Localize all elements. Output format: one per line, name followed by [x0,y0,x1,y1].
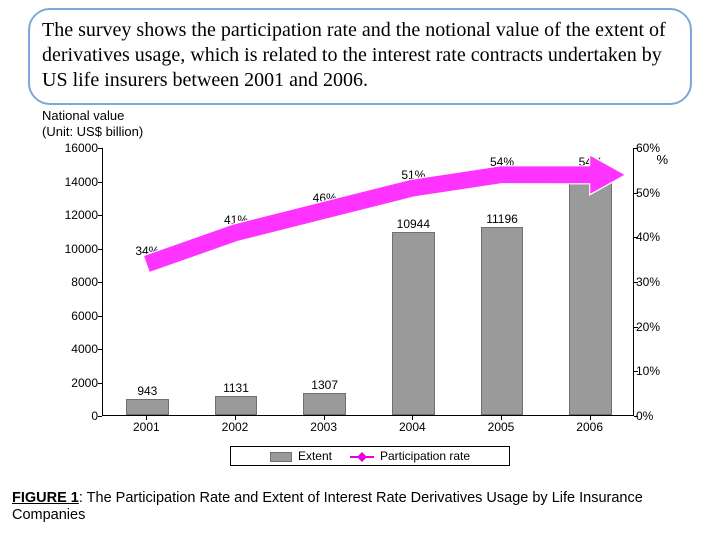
x-tick [324,416,325,420]
y2-tick-label: 50% [636,186,672,200]
legend-label-extent: Extent [298,449,332,463]
x-tick-label: 2001 [133,420,160,434]
x-tick-label: 2006 [576,420,603,434]
bar-value-label: 943 [137,384,157,398]
y-tick [98,148,102,149]
bar [303,393,346,415]
legend-swatch-extent [270,452,292,462]
y-tick-label: 8000 [60,275,98,289]
y2-tick [634,148,638,149]
y-tick [98,316,102,317]
bar [569,179,612,415]
y2-tick-label: 10% [636,364,672,378]
bar [215,396,258,415]
y-tick-label: 0 [60,409,98,423]
legend-marker-rate [350,456,374,458]
line-value-label: 51% [401,168,425,182]
figure-caption: FIGURE 1: The Participation Rate and Ext… [12,490,712,525]
y-tick [98,349,102,350]
x-tick-label: 2003 [310,420,337,434]
y-tick-label: 4000 [60,342,98,356]
bar [392,232,435,415]
line-value-label: 54% [490,155,514,169]
y-tick [98,182,102,183]
y2-tick [634,282,638,283]
x-tick-label: 2002 [222,420,249,434]
y2-tick [634,237,638,238]
legend-label-rate: Participation rate [380,449,470,463]
y-tick [98,282,102,283]
y-tick [98,383,102,384]
bar-value-label: 10944 [397,217,430,231]
x-tick [501,416,502,420]
bar [126,399,169,415]
line-value-label: 34% [135,244,159,258]
y2-tick-label: 30% [636,275,672,289]
callout-box: The survey shows the participation rate … [28,8,692,105]
legend-item-rate: Participation rate [350,449,470,463]
y-tick-label: 10000 [60,242,98,256]
bar-value-label: 11196 [486,212,518,226]
y-tick [98,249,102,250]
bar-value-label: 1131 [223,381,249,395]
x-tick [590,416,591,420]
x-tick-label: 2004 [399,420,426,434]
plot-area: 94334%113141%130746%1094451%1119654%1407… [102,148,634,416]
chart-container: National value (Unit: US$ billion) % 943… [30,108,690,478]
y2-tick [634,193,638,194]
legend-item-extent: Extent [270,449,332,463]
y-title-l2: (Unit: US$ billion) [42,124,143,139]
x-tick [412,416,413,420]
y-tick [98,215,102,216]
callout-text: The survey shows the participation rate … [42,19,666,91]
figure-text: : The Participation Rate and Extent of I… [12,490,643,523]
line-value-label: 54% [579,155,603,169]
x-tick [146,416,147,420]
y-tick [98,416,102,417]
y2-tick-label: 40% [636,230,672,244]
y-tick-label: 2000 [60,376,98,390]
line-value-label: 41% [224,213,248,227]
y2-tick-label: 0% [636,409,672,423]
y-axis-title: National value (Unit: US$ billion) [42,108,143,139]
y2-tick [634,416,638,417]
bar [481,227,524,415]
x-tick-label: 2005 [488,420,515,434]
y-tick-label: 14000 [60,175,98,189]
y2-tick [634,371,638,372]
bar-value-label: 1307 [311,378,338,392]
legend: Extent Participation rate [230,446,510,466]
x-tick [235,416,236,420]
line-value-label: 46% [313,191,337,205]
y2-tick-label: 60% [636,141,672,155]
y-title-l1: National value [42,108,124,123]
y-tick-label: 6000 [60,309,98,323]
y-tick-label: 12000 [60,208,98,222]
y-tick-label: 16000 [60,141,98,155]
y2-tick-label: 20% [636,320,672,334]
y2-tick [634,327,638,328]
figure-number: FIGURE 1 [12,490,79,506]
